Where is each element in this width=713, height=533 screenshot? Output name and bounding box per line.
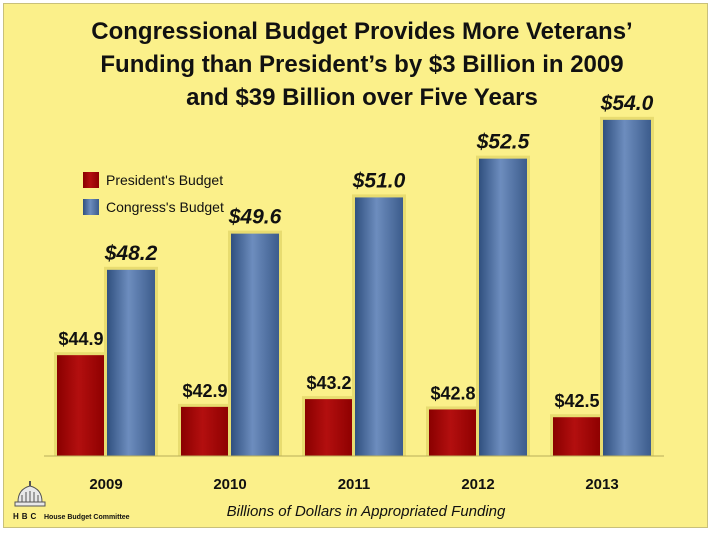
x-tick-labels: 2009 2010 2011 2012 2013 xyxy=(89,476,618,493)
legend-swatch-president xyxy=(83,172,99,188)
x-tick-2011: 2011 xyxy=(338,476,371,493)
hbc-logo: HBC House Budget Committee xyxy=(13,481,130,521)
logo-abbr: HBC xyxy=(13,512,39,521)
bar-congress-2009 xyxy=(107,269,155,456)
bar-president-2012 xyxy=(429,409,477,456)
legend-swatch-congress xyxy=(83,199,99,215)
bar-president-2010 xyxy=(181,406,229,456)
legend-label-president: President's Budget xyxy=(106,172,223,188)
legend: President's Budget Congress's Budget xyxy=(83,172,224,215)
data-label-president-2011: $43.2 xyxy=(306,373,351,393)
logo-committee-name: House Budget Committee xyxy=(44,514,130,521)
chart-slide: Congressional Budget Provides More Veter… xyxy=(3,3,708,528)
bar-president-2009 xyxy=(57,355,105,456)
data-labels-group: $44.9 $48.2 $42.9 $49.6 $43.2 $51.0 $42.8 $52.5… xyxy=(58,92,653,411)
x-tick-2010: 2010 xyxy=(213,476,246,493)
bar-president-2011 xyxy=(305,399,353,456)
bar-congress-2013 xyxy=(603,119,651,456)
chart-title-line-1: Congressional Budget Provides More Veter… xyxy=(91,18,632,45)
data-label-congress-2010: $49.6 xyxy=(228,206,282,229)
bar-congress-2012 xyxy=(479,158,527,456)
budget-bar-chart: Congressional Budget Provides More Veter… xyxy=(13,18,664,521)
data-label-congress-2011: $51.0 xyxy=(352,169,406,192)
chart-title: Congressional Budget Provides More Veter… xyxy=(91,18,632,111)
data-label-president-2013: $42.5 xyxy=(554,391,599,411)
chart-title-line-2: Funding than President’s by $3 Billion i… xyxy=(100,51,623,78)
bar-president-2013 xyxy=(553,417,601,456)
data-label-president-2010: $42.9 xyxy=(182,381,227,401)
bar-congress-2010 xyxy=(231,233,279,456)
data-label-congress-2012: $52.5 xyxy=(476,131,530,154)
data-label-congress-2009: $48.2 xyxy=(104,242,158,265)
data-label-president-2012: $42.8 xyxy=(430,383,475,403)
x-tick-2009: 2009 xyxy=(89,476,122,493)
data-label-congress-2013: $54.0 xyxy=(600,92,654,115)
bar-congress-2011 xyxy=(355,197,403,456)
bars-group xyxy=(54,116,654,456)
legend-label-congress: Congress's Budget xyxy=(106,199,224,215)
x-tick-2012: 2012 xyxy=(461,476,494,493)
data-label-president-2009: $44.9 xyxy=(58,329,103,349)
chart-title-line-3: and $39 Billion over Five Years xyxy=(186,84,538,111)
capitol-dome-icon xyxy=(14,481,46,507)
x-axis-label: Billions of Dollars in Appropriated Fund… xyxy=(227,503,506,520)
x-tick-2013: 2013 xyxy=(585,476,618,493)
